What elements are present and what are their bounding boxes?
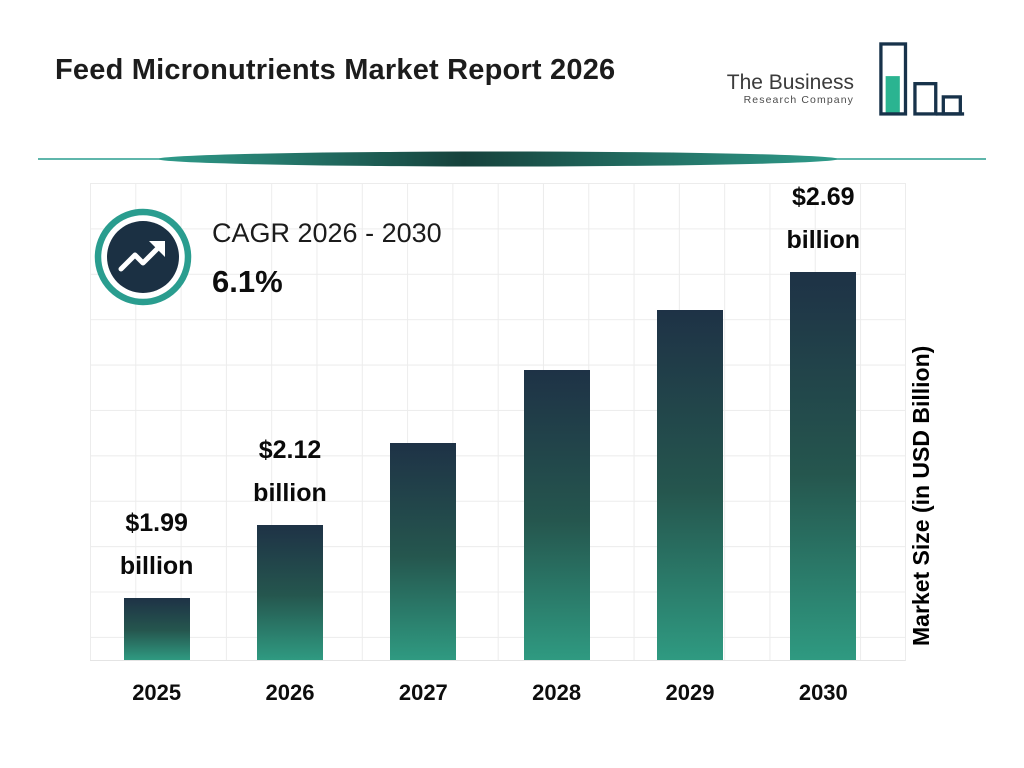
x-axis-label-2028: 2028 (532, 680, 582, 705)
x-axis-label-2027: 2027 (398, 680, 448, 705)
value-label-2025: $1.99 billion (119, 509, 194, 580)
bar-column-2027 (357, 183, 490, 660)
bar-column-2026: $2.12 billion (223, 183, 356, 660)
trending-up-icon (94, 208, 192, 306)
bar-column-2030: $2.69 billion (757, 183, 890, 660)
logo-subname: Research Company (743, 94, 854, 106)
x-axis-label-2026: 2026 (265, 680, 315, 705)
x-axis-labels: 2025 2026 2027 2028 2029 2030 (90, 680, 890, 706)
bar-chart: $1.99 billion $2.12 billion $2.69 billion (90, 183, 890, 660)
company-logo: The Business Research Company (727, 36, 966, 120)
chart-grid (90, 183, 906, 661)
bar-column-2025: $1.99 billion (90, 183, 223, 660)
value-label-2030: $2.69 billion (786, 183, 861, 254)
bar-chart-logo-icon (879, 42, 965, 116)
value-label-2026: $2.12 billion (253, 436, 327, 507)
logo-name: The Business (726, 70, 854, 94)
bar-2029 (656, 310, 723, 660)
bar-column-2028 (490, 183, 623, 660)
divider (38, 151, 986, 167)
bar-2028 (523, 370, 590, 660)
x-axis-label-2029: 2029 (665, 680, 715, 705)
cagr-value: 6.1% (212, 264, 283, 299)
cagr-period-label: CAGR 2026 - 2030 (212, 218, 442, 248)
x-axis-label-2030: 2030 (798, 680, 848, 705)
bar-2027 (390, 443, 457, 660)
bar-column-2029 (623, 183, 756, 660)
bar-2026 (256, 525, 323, 660)
x-axis-label-2025: 2025 (132, 680, 182, 705)
bar-2025 (123, 598, 190, 660)
logo-text: The Business Research Company (727, 71, 854, 106)
bar-2030 (790, 272, 857, 660)
y-axis-label: Market Size (in USD Billion) (908, 345, 934, 646)
page-title: Feed Micronutrients Market Report 2026 (55, 54, 616, 86)
